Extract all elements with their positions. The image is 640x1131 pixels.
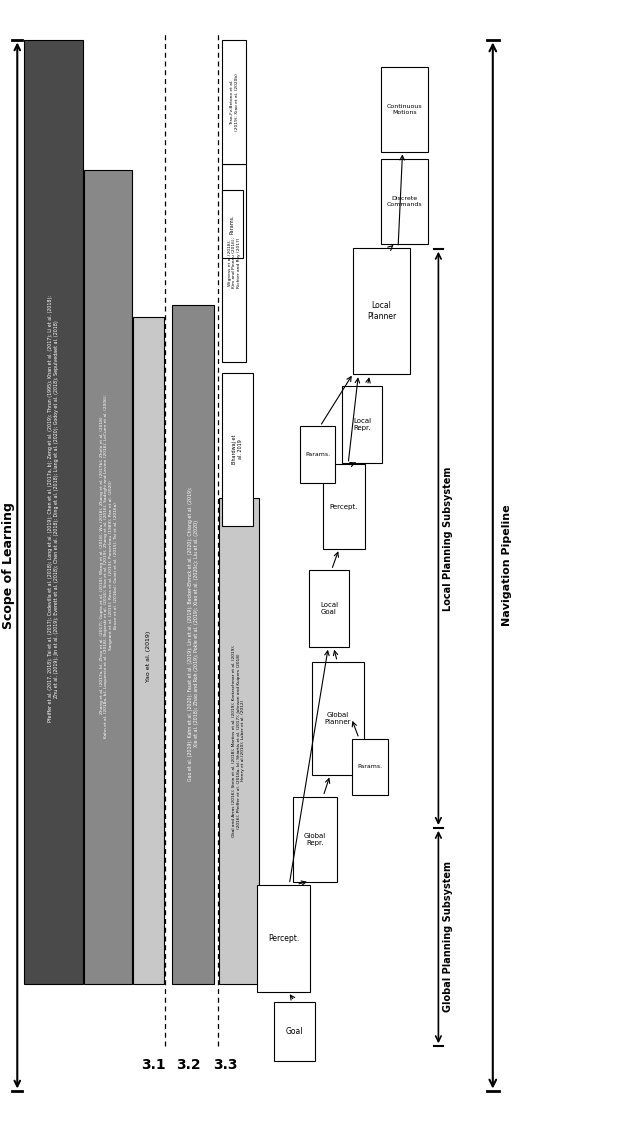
Bar [312, 662, 364, 775]
Text: Bhardwaj et
al. 2019: Bhardwaj et al. 2019 [232, 434, 243, 464]
Text: 3.3: 3.3 [213, 1059, 237, 1072]
Bar [172, 305, 214, 984]
Text: Okal and Arras (2016); Stein et al. (2018); Martins et al. (2019); Kretzschmar e: Okal and Arras (2016); Stein et al. (201… [232, 645, 245, 837]
Text: Percept.: Percept. [268, 934, 299, 943]
Bar [381, 159, 428, 244]
Bar [222, 40, 246, 164]
Text: Local Planning Subsystem: Local Planning Subsystem [443, 466, 453, 611]
Text: Local
Goal: Local Goal [320, 602, 338, 615]
Bar [381, 68, 428, 152]
Bar [352, 739, 388, 795]
Text: Gao et al. (2019); Kahn et al. (2020); Faust et al. (2019); Lin et al. (2019); B: Gao et al. (2019); Kahn et al. (2020); F… [188, 486, 198, 780]
Text: Global Planning Subsystem: Global Planning Subsystem [443, 861, 453, 1012]
Text: Continuous
Motions: Continuous Motions [387, 104, 422, 115]
Bar [222, 190, 243, 258]
Bar [300, 426, 335, 483]
Bar [133, 317, 164, 984]
Text: Goal: Goal [285, 1027, 303, 1036]
Text: Percept.: Percept. [330, 503, 358, 510]
Bar [293, 797, 337, 882]
Text: Teso-Fz-Betono et al.
(2019); Xiao et al. (2020b): Teso-Fz-Betono et al. (2019); Xiao et al… [230, 72, 239, 131]
Text: Discrete
Commands: Discrete Commands [387, 196, 422, 207]
Bar [342, 386, 382, 463]
Text: Global
Repr.: Global Repr. [304, 832, 326, 846]
Text: 3.2: 3.2 [177, 1059, 201, 1072]
Bar [257, 884, 310, 993]
Bar [274, 1002, 316, 1061]
Text: Wigness et al.(2018);
Kim and Pineau (2016);
Richter and Roy (2017): Wigness et al.(2018); Kim and Pineau (20… [228, 236, 241, 288]
Bar [323, 464, 365, 549]
Bar [222, 373, 253, 526]
Text: Scope of Learning: Scope of Learning [2, 502, 15, 629]
Text: Zhang et al. (2017a, b); Zhou et al. (2017); Gupta et al. (2019); Wang et al. (2: Zhang et al. (2017a, b); Zhou et al. (20… [100, 394, 118, 737]
Bar [24, 40, 83, 984]
Text: Local
Repr.: Local Repr. [353, 417, 371, 431]
Bar [84, 170, 132, 984]
Text: Params.: Params. [357, 765, 383, 769]
Text: 3.1: 3.1 [141, 1059, 166, 1072]
Bar [219, 498, 259, 984]
Text: Params.: Params. [305, 452, 330, 457]
Text: Yao et al. (2019): Yao et al. (2019) [146, 630, 151, 682]
Text: Navigation Pipeline: Navigation Pipeline [502, 504, 512, 627]
Bar [309, 570, 349, 647]
Bar [353, 248, 410, 374]
Text: Local
Planner: Local Planner [367, 301, 396, 321]
Bar [222, 164, 246, 362]
Text: Global
Planner: Global Planner [324, 711, 351, 725]
Text: Pfeiffer et al. (2017, 2018); Tai et al. (2017); Codevilla et al. (2018); Long e: Pfeiffer et al. (2017, 2018); Tai et al.… [49, 295, 59, 723]
Text: Params.: Params. [230, 214, 235, 234]
